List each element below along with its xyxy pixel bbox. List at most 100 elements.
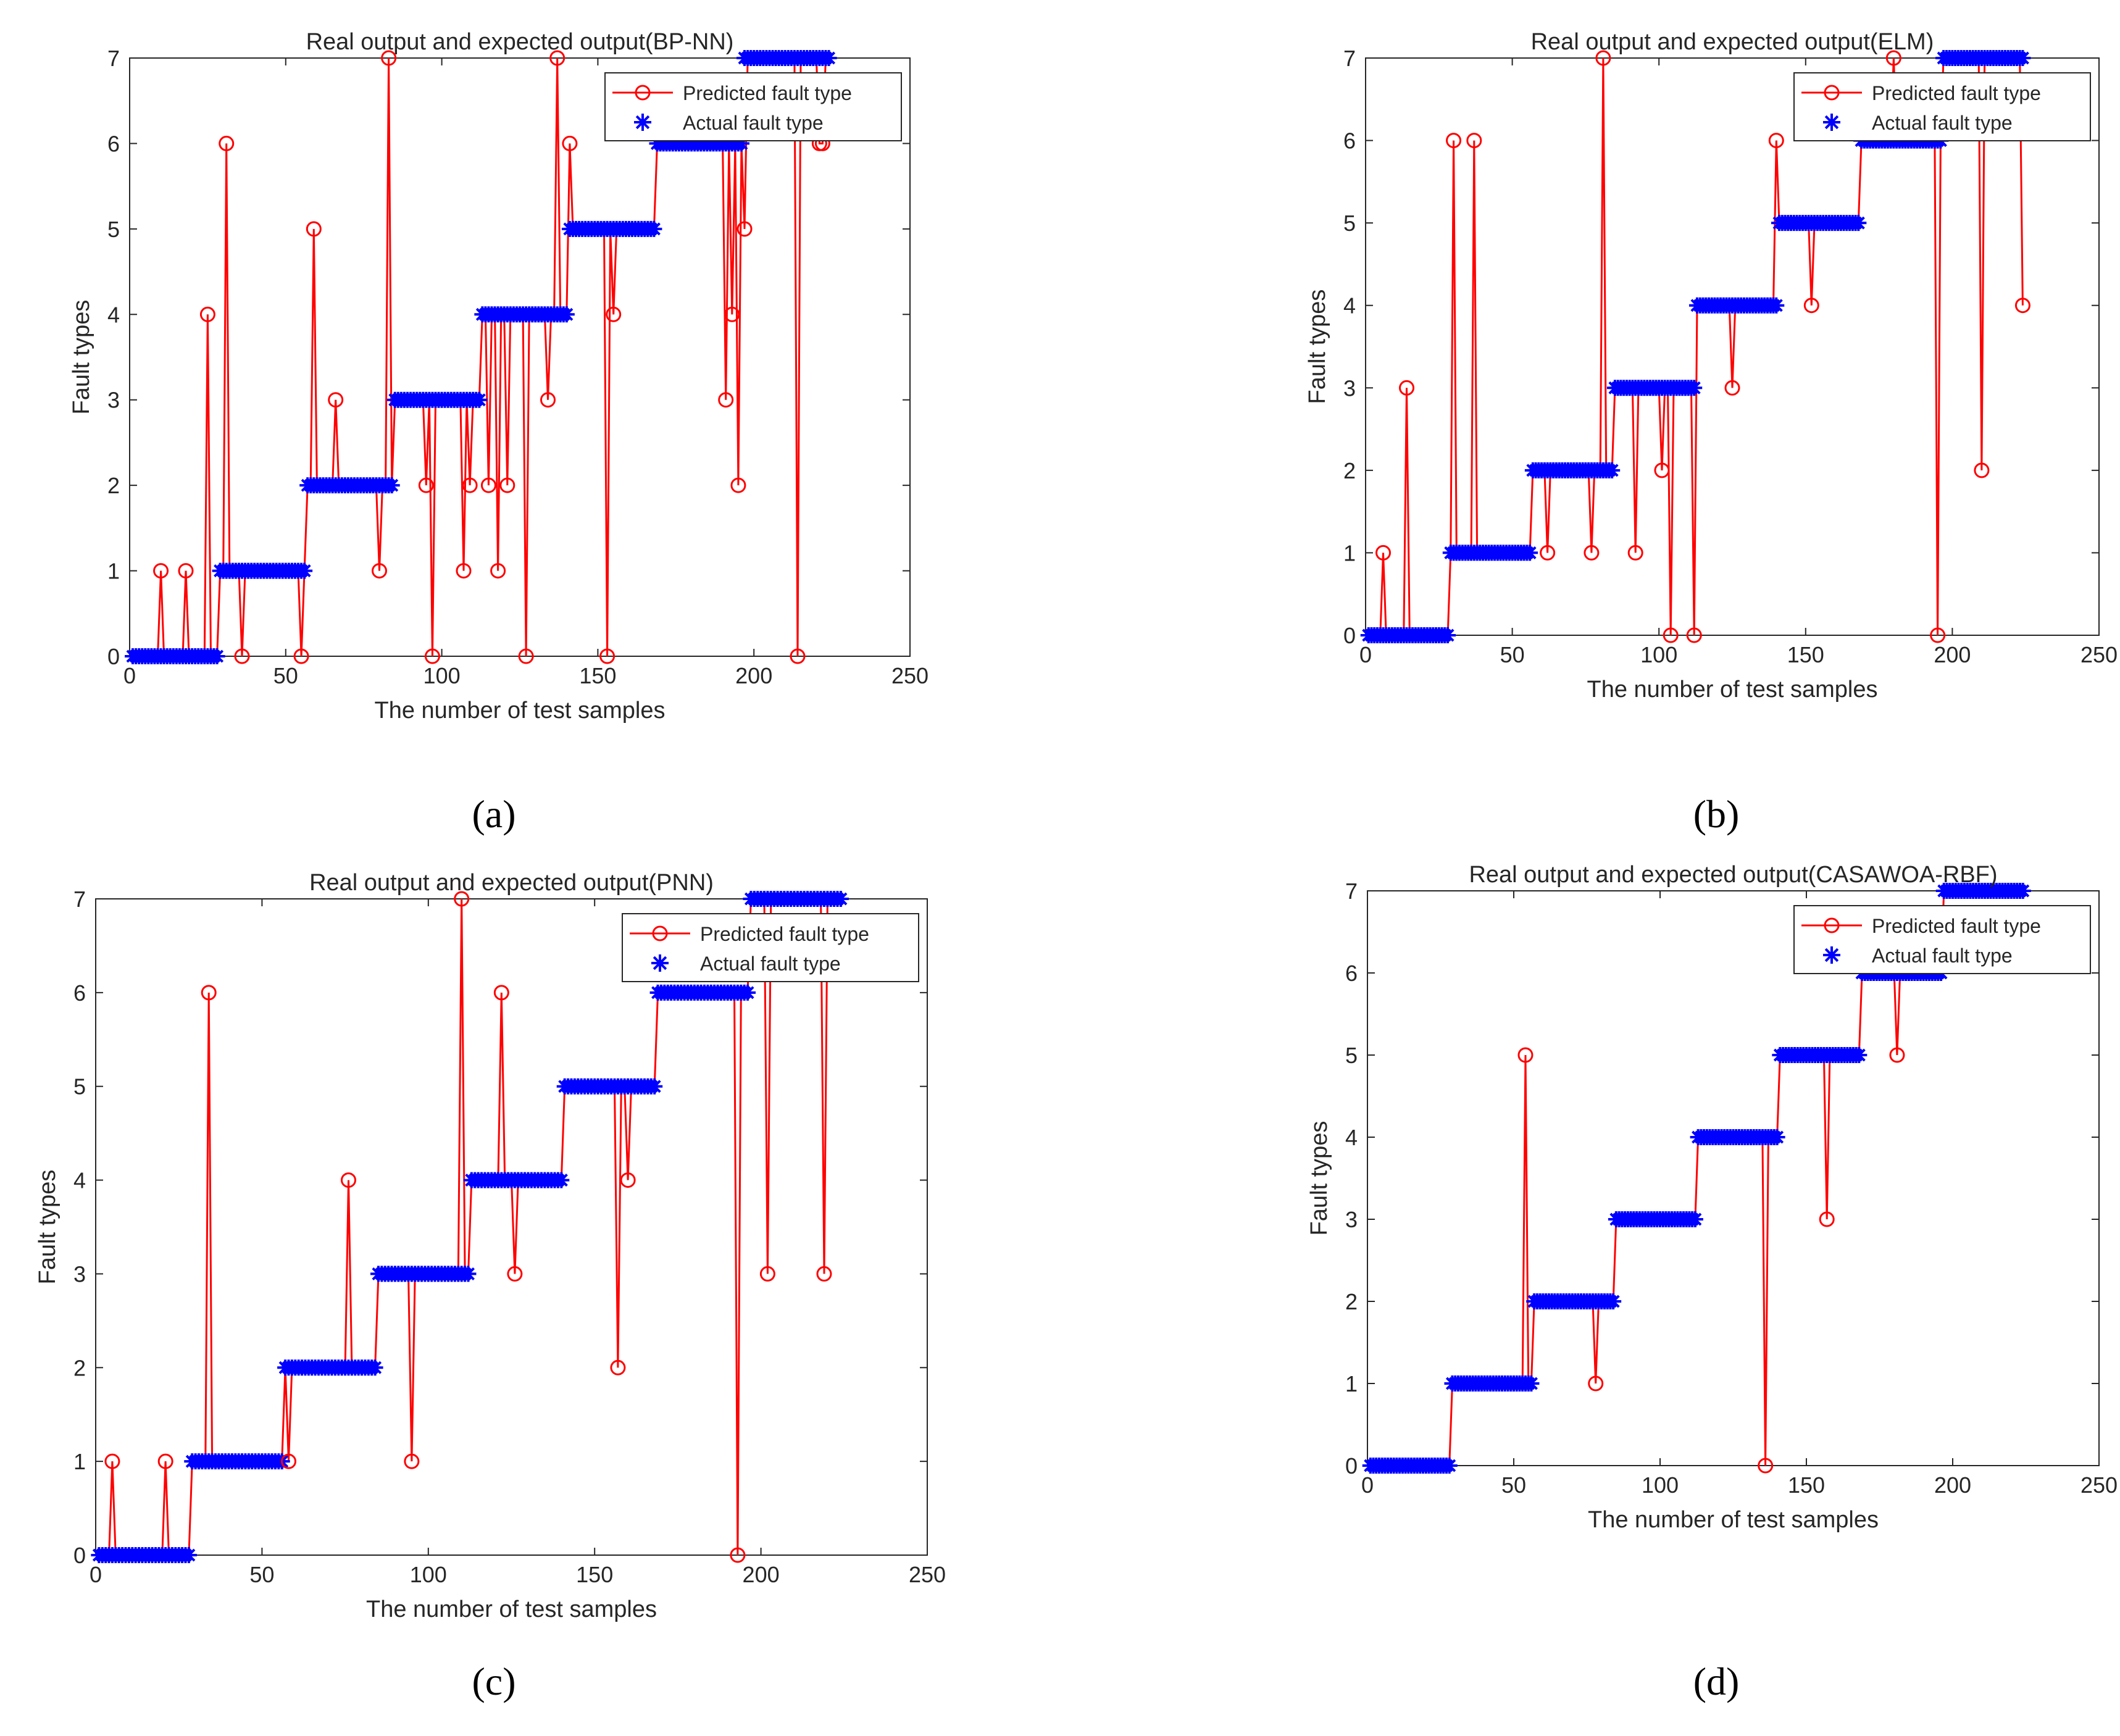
actual-point bbox=[553, 1172, 570, 1188]
y-tick-label: 0 bbox=[1343, 623, 1356, 648]
x-tick-label: 150 bbox=[579, 663, 616, 688]
x-tick-label: 150 bbox=[1787, 642, 1824, 667]
legend: Predicted fault type Actual fault type bbox=[1793, 905, 2091, 974]
y-axis-label: Fault types bbox=[1306, 1121, 1332, 1236]
predicted-error-point bbox=[1466, 133, 1482, 149]
y-axis-label: Fault types bbox=[69, 300, 94, 415]
y-tick-label: 7 bbox=[107, 46, 120, 71]
y-axis-label: Fault types bbox=[35, 1170, 61, 1285]
predicted-error-point bbox=[562, 135, 578, 151]
actual-point bbox=[1687, 1211, 1703, 1227]
predicted-error-point bbox=[178, 563, 194, 579]
legend-predicted-label: Predicted fault type bbox=[1872, 915, 2041, 937]
predicted-error-point bbox=[1446, 133, 1462, 149]
x-tick-label: 100 bbox=[1640, 642, 1677, 667]
actual-point bbox=[383, 477, 400, 494]
actual-point bbox=[471, 391, 488, 408]
plot-area-frame bbox=[95, 898, 928, 1556]
actual-point bbox=[209, 648, 225, 664]
legend-actual-marker bbox=[651, 954, 669, 972]
x-tick-label: 150 bbox=[576, 1562, 613, 1587]
y-tick-label: 3 bbox=[107, 388, 120, 413]
legend-box bbox=[1793, 905, 2091, 974]
predicted-error-point bbox=[1663, 627, 1679, 643]
x-tick-label: 250 bbox=[2080, 1472, 2118, 1498]
predicted-error-point bbox=[1803, 298, 1819, 314]
predicted-error-point bbox=[157, 1453, 173, 1469]
predicted-error-point bbox=[219, 135, 235, 151]
x-axis-label: The number of test samples bbox=[366, 1596, 657, 1622]
predicted-error-point bbox=[1686, 627, 1702, 643]
actual-point bbox=[1605, 1293, 1622, 1309]
predicted-error-point bbox=[1885, 50, 1901, 66]
actual-point bbox=[740, 984, 756, 1001]
x-axis-label: The number of test samples bbox=[1588, 1507, 1879, 1533]
predicted-error-point bbox=[1588, 1375, 1604, 1392]
x-tick-label: 50 bbox=[1501, 1472, 1526, 1498]
y-tick-label: 5 bbox=[73, 1074, 86, 1100]
predicted-error-point bbox=[234, 648, 250, 664]
predicted-error-point bbox=[281, 1453, 297, 1469]
actual-point bbox=[558, 306, 575, 323]
predicted-error-point bbox=[1889, 1047, 1905, 1063]
y-tick-label: 3 bbox=[1345, 1207, 1358, 1232]
predicted-error-point bbox=[381, 50, 397, 66]
predicted-error-point bbox=[1768, 133, 1784, 149]
predicted-error-point bbox=[2014, 298, 2030, 314]
actual-point bbox=[1440, 627, 1456, 643]
actual-point bbox=[460, 1266, 477, 1282]
chart-panel-2: 0 50 100 150 200 250 0 1 2 3 4 5 6 7 Real output and e… bbox=[1304, 29, 2118, 836]
x-tick-label: 100 bbox=[1642, 1472, 1679, 1498]
predicted-error-point bbox=[454, 891, 470, 907]
actual-point bbox=[1523, 1375, 1540, 1392]
y-tick-label: 2 bbox=[1345, 1289, 1358, 1314]
legend-actual-label: Actual fault type bbox=[700, 953, 841, 975]
predicted-error-point bbox=[1595, 50, 1611, 66]
predicted-error-point bbox=[293, 648, 309, 664]
predicted-error-point bbox=[790, 648, 806, 664]
x-tick-label: 100 bbox=[410, 1562, 447, 1587]
legend-predicted-marker bbox=[635, 85, 651, 101]
x-tick-label: 100 bbox=[424, 663, 461, 688]
y-tick-label: 7 bbox=[1343, 46, 1356, 71]
actual-point bbox=[1851, 1047, 1868, 1063]
predicted-error-point bbox=[306, 221, 322, 237]
y-tick-label: 7 bbox=[1345, 878, 1358, 904]
y-tick-label: 6 bbox=[73, 980, 86, 1006]
predicted-error-point bbox=[104, 1453, 120, 1469]
y-tick-label: 0 bbox=[107, 644, 120, 669]
predicted-error-point bbox=[549, 50, 565, 66]
predicted-error-point bbox=[730, 477, 746, 493]
predicted-error-point bbox=[620, 1172, 636, 1188]
chart-title: Real output and expected output(PNN) bbox=[309, 870, 714, 896]
actual-point bbox=[296, 562, 313, 579]
x-tick-label: 250 bbox=[891, 663, 929, 688]
actual-point bbox=[1522, 545, 1538, 561]
y-tick-label: 3 bbox=[1343, 375, 1356, 401]
y-tick-label: 4 bbox=[1345, 1125, 1358, 1150]
legend-predicted-marker bbox=[1824, 85, 1840, 101]
predicted-series-markers bbox=[1517, 1047, 1905, 1474]
y-tick-label: 5 bbox=[107, 217, 120, 242]
legend-predicted-label: Predicted fault type bbox=[700, 923, 869, 945]
y-tick-label: 2 bbox=[73, 1355, 86, 1380]
y-tick-label: 1 bbox=[1345, 1371, 1358, 1396]
predicted-error-point bbox=[1540, 545, 1556, 561]
x-axis-label: The number of test samples bbox=[1587, 677, 1878, 703]
legend-actual-marker bbox=[634, 114, 651, 131]
predicted-series-markers bbox=[104, 891, 832, 1563]
plot-area-frame bbox=[1365, 57, 2100, 636]
actual-point bbox=[180, 1547, 197, 1563]
predicted-error-point bbox=[1974, 462, 1990, 478]
predicted-error-point bbox=[1627, 545, 1643, 561]
y-tick-label: 4 bbox=[1343, 293, 1356, 319]
predicted-error-point bbox=[424, 648, 440, 664]
y-tick-label: 3 bbox=[73, 1261, 86, 1287]
actual-point bbox=[2014, 50, 2031, 66]
x-axis-label: The number of test samples bbox=[375, 698, 666, 724]
actual-point bbox=[1441, 1458, 1458, 1474]
predicted-error-point bbox=[1399, 380, 1415, 396]
legend-actual-marker bbox=[1823, 114, 1840, 131]
predicted-error-point bbox=[724, 306, 740, 322]
chart-panel-3: 0 50 100 150 200 250 0 1 2 3 4 5 6 7 Real output and e… bbox=[35, 870, 946, 1703]
